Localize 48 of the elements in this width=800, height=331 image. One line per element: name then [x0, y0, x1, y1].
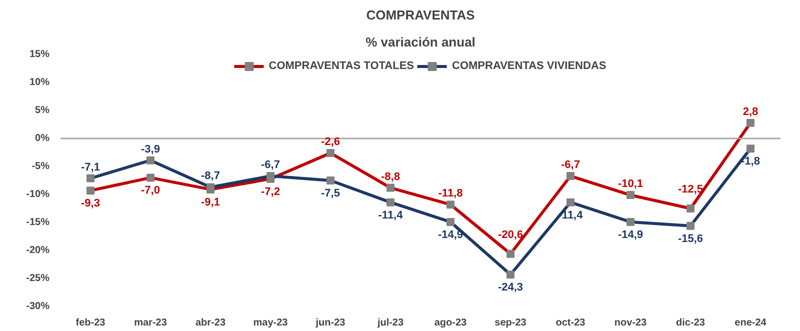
data-label: -10,1 [618, 178, 644, 190]
x-tick-label: sep-23 [494, 318, 527, 328]
x-tick-label: mar-23 [134, 318, 168, 328]
data-label: -3,9 [141, 143, 160, 156]
x-tick-label: jul-23 [376, 318, 404, 328]
data-label: -12,5 [678, 184, 704, 196]
x-tick-label: ene-24 [734, 318, 767, 328]
y-tick-label: -15% [26, 217, 50, 228]
x-tick-label: nov-23 [614, 318, 648, 328]
data-label: -9,3 [81, 198, 100, 210]
data-label: -9,1 [201, 196, 220, 208]
y-tick-label: 0% [35, 133, 50, 144]
y-tick-label: -10% [26, 189, 50, 200]
x-tick-label: oct-23 [556, 318, 586, 328]
data-label: -8,8 [381, 170, 400, 183]
y-tick-label: 15% [29, 49, 50, 60]
data-label: -11,4 [378, 209, 404, 222]
y-tick-label: -30% [26, 301, 50, 312]
data-label: -8,7 [201, 170, 220, 182]
data-label: -7,5 [321, 188, 340, 200]
y-tick-label: -20% [26, 245, 50, 256]
y-tick-label: 10% [29, 77, 50, 88]
data-label: -7,1 [81, 161, 100, 174]
y-tick-label: 5% [35, 105, 50, 116]
y-tick-label: -25% [26, 273, 50, 284]
legend-label: COMPRAVENTAS TOTALES [268, 60, 414, 72]
data-label: -20,6 [498, 228, 524, 241]
data-label: -1,8 [741, 156, 760, 168]
x-tick-label: abr-23 [195, 318, 226, 328]
chart-title: COMPRAVENTAS [366, 8, 476, 22]
x-tick-label: may-23 [253, 318, 288, 328]
data-label: -24,3 [498, 282, 524, 294]
data-label: -6,7 [561, 159, 580, 172]
data-label: -7,2 [261, 186, 280, 198]
data-label: -6,7 [261, 159, 280, 172]
x-tick-label: feb-23 [76, 318, 106, 328]
data-label: 2,8 [742, 106, 758, 118]
x-tick-label: dic-23 [676, 318, 706, 328]
x-tick-label: ago-23 [434, 318, 468, 328]
y-tick-label: -5% [32, 161, 50, 172]
data-label: -2,6 [321, 136, 340, 148]
data-label: -11,8 [438, 188, 463, 200]
x-tick-label: jun-23 [314, 318, 346, 328]
data-label: -7,0 [141, 184, 160, 197]
chart-subtitle: % variación anual [366, 34, 476, 50]
data-label: -15,6 [678, 232, 704, 245]
data-label: -14,9 [618, 228, 644, 241]
legend-label: COMPRAVENTAS VIVIENDAS [452, 60, 606, 72]
